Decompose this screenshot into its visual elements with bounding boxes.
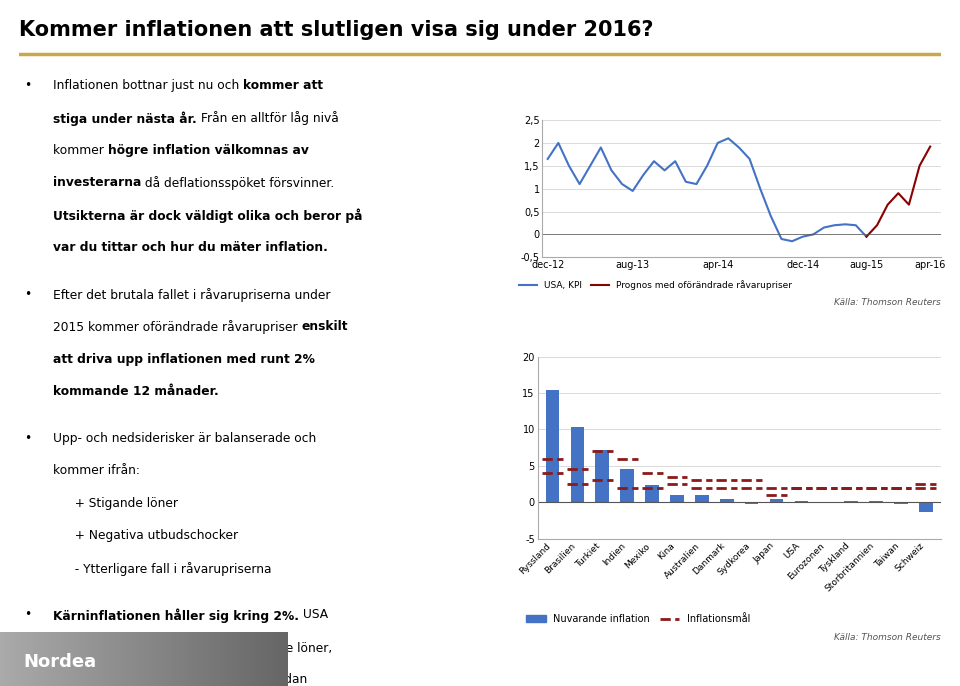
Bar (620, 469, 634, 502)
Text: bostadsmarknaden och Medicare, medan: bostadsmarknaden och Medicare, medan (53, 673, 307, 686)
Text: kommande 12 månader.: kommande 12 månader. (53, 385, 219, 398)
Text: Källa: Thomson Reuters: Källa: Thomson Reuters (834, 633, 941, 642)
Bar (820, 502, 833, 503)
Text: att driva upp inflationen med runt 2%: att driva upp inflationen med runt 2% (53, 353, 315, 366)
Text: investerarna: investerarna (53, 176, 141, 189)
Text: •: • (24, 79, 32, 92)
Text: Från en alltför låg nivå: Från en alltför låg nivå (197, 111, 338, 126)
Text: Private Banking: Private Banking (787, 653, 886, 665)
Text: •: • (24, 288, 32, 300)
Bar (670, 495, 684, 502)
Bar (595, 450, 610, 502)
Bar (645, 486, 659, 502)
Text: Efter det brutala fallet i råvarupriserna under: Efter det brutala fallet i råvaruprisern… (53, 288, 330, 302)
Bar (570, 427, 585, 502)
Text: möter det största trycket från stigande löner,: möter det största trycket från stigande … (53, 641, 332, 654)
Text: stiga under nästa år.: stiga under nästa år. (53, 111, 197, 126)
Text: kommer att: kommer att (243, 79, 323, 92)
Bar (795, 501, 808, 502)
Text: + Stigande löner: + Stigande löner (67, 497, 179, 510)
Bar (545, 390, 560, 502)
Text: Utsikterna är dock väldigt olika och beror på: Utsikterna är dock väldigt olika och ber… (53, 209, 362, 223)
Text: USA: USA (299, 608, 328, 622)
Text: var du tittar och hur du mäter inflation.: var du tittar och hur du mäter inflation… (53, 241, 327, 254)
Text: Kommer inflationen att slutligen visa sig under 2016?: Kommer inflationen att slutligen visa si… (19, 20, 654, 40)
Bar (695, 495, 708, 502)
Text: 2015 kommer oförändrade råvarupriser: 2015 kommer oförändrade råvarupriser (53, 320, 301, 334)
Text: + Negativa utbudschocker: + Negativa utbudschocker (67, 529, 238, 542)
Text: 7: 7 (933, 653, 941, 665)
Text: Upp- och nedsiderisker är balanserade och: Upp- och nedsiderisker är balanserade oc… (53, 432, 316, 445)
Bar (745, 502, 758, 504)
Text: kommer ifrån:: kommer ifrån: (53, 464, 139, 477)
Legend: USA, KPI, Prognos med oförändrade råvarupriser: USA, KPI, Prognos med oförändrade råvaru… (516, 276, 796, 294)
Legend: Nuvarande inflation, Inflationsmål: Nuvarande inflation, Inflationsmål (522, 611, 755, 628)
Text: enskilt: enskilt (301, 320, 348, 333)
Bar (894, 502, 908, 504)
Text: •: • (24, 432, 32, 445)
Text: - Ytterligare fall i råvarupriserna: - Ytterligare fall i råvarupriserna (67, 562, 272, 576)
Text: högre inflation välkomnas av: högre inflation välkomnas av (108, 144, 308, 156)
Bar (869, 501, 883, 502)
Text: Baseffekter från råvarupriserna trycker upp inflationen: Baseffekter från råvarupriserna trycker … (520, 94, 848, 106)
Text: Kärninflationen håller sig kring 2%.: Kärninflationen håller sig kring 2%. (53, 608, 299, 623)
Text: då deflationsspöket försvinner.: då deflationsspöket försvinner. (141, 176, 334, 190)
Bar (770, 499, 783, 502)
Text: Inflationen bottnar just nu och: Inflationen bottnar just nu och (53, 79, 243, 92)
Text: kommer: kommer (53, 144, 108, 156)
Text: Källa: Thomson Reuters: Källa: Thomson Reuters (834, 298, 941, 307)
Bar (720, 499, 733, 502)
Text: Nordea: Nordea (23, 653, 96, 671)
Text: •: • (24, 608, 32, 622)
Text: Nuvarande inflation och inflationsmål: Nuvarande inflation och inflationsmål (520, 325, 743, 335)
Bar (919, 502, 933, 512)
Bar (845, 501, 858, 502)
